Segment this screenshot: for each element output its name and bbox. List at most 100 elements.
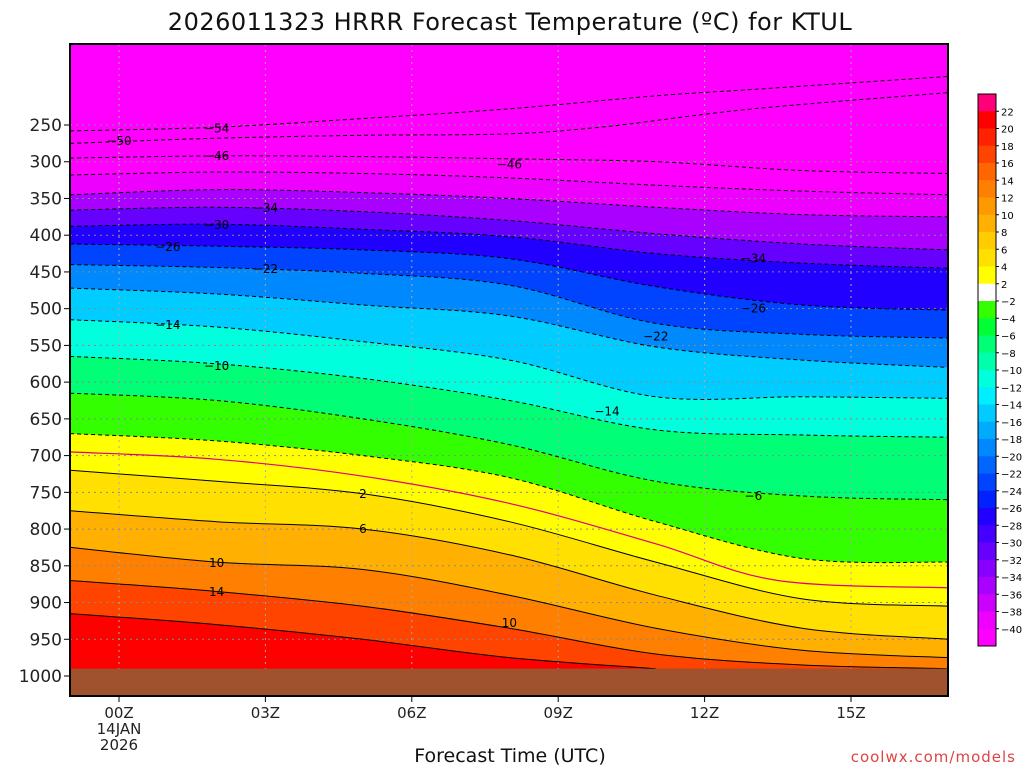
colorbar-swatch [978,145,996,164]
colorbar-label: −40 [1001,625,1022,636]
contour-label: −30 [204,218,229,232]
colorbar-label: −16 [1001,418,1022,429]
colorbar-swatch [978,283,996,302]
y-tick-label: 850 [30,557,62,577]
isotherm-lines [70,75,948,670]
colorbar-swatch [978,197,996,216]
contour-label: −22 [253,262,278,276]
colorbar-label: 10 [1001,211,1014,222]
contour-label: −54 [204,122,229,136]
isotherm-line [70,580,948,670]
colorbar-label: 4 [1001,263,1007,274]
colorbar-swatch [978,525,996,543]
x-tick-label: 12Z [690,704,719,722]
colorbar-swatch [978,335,996,354]
contour-label: −6 [745,489,763,503]
contour-label: 2 [359,487,367,501]
colorbar-swatch [978,301,996,319]
contour-label: −34 [741,252,766,266]
x-tick-label: 14JAN [97,720,142,738]
y-tick-label: 300 [30,153,62,173]
colorbar-label: 8 [1001,228,1007,239]
colorbar-label: −24 [1001,487,1022,498]
isotherm-line [70,287,948,368]
contour-label: −14 [155,318,180,332]
colorbar-swatch [978,94,996,112]
colorbar-label: 6 [1001,245,1007,256]
colorbar-swatch [978,421,996,440]
colorbar-swatch [978,542,996,561]
contour-label: −46 [497,158,522,172]
isotherm-line [70,392,948,501]
contour-label: −34 [253,201,278,215]
x-tick-label: 09Z [544,704,573,722]
isotherm-line [70,319,948,400]
colorbar-label: −26 [1001,504,1022,515]
colorbar-label: −22 [1001,470,1022,481]
colorbar-swatch [978,163,996,181]
x-tick-label: 06Z [397,704,426,722]
colorbar: 22 20 18 16 14 12 10 8 6 4 2 −2 −4 −6 −8 −10 −12 −14 −16 −1… [977,93,1022,647]
y-tick-label: 550 [30,336,62,356]
isotherm-line [70,433,948,564]
isotherm-line [70,355,948,438]
colorbar-swatch [978,128,996,147]
colorbar-swatch [978,404,996,423]
contour-labels: −54 −50 −46 −46 −34 −30 −26 −22 −34 −14 −26 −22 −10 −… [106,122,766,630]
colorbar-swatch [978,611,996,630]
isotherm-line [70,92,948,144]
colorbar-label: −30 [1001,539,1022,550]
isotherm-line [70,243,948,311]
y-tick-label: 350 [30,189,62,209]
isotherm-line [70,613,656,670]
colorbar-swatch [978,594,996,612]
colorbar-label: −20 [1001,452,1022,463]
contour-label: −46 [204,149,229,163]
colorbar-label: 16 [1001,159,1014,170]
y-tick-label: 650 [30,410,62,430]
colorbar-swatch [978,370,996,388]
contour-label: 10 [502,616,517,630]
y-tick-label: 400 [30,226,62,246]
x-tick-label: 15Z [836,704,865,722]
isotherm-line [70,469,948,607]
colorbar-swatch [978,473,996,492]
y-axis: 250 300 350 400 450 500 550 600 650 700 750 800 850 9… [19,116,70,687]
colorbar-label: −4 [1001,314,1016,325]
isotherm-line [70,451,948,589]
colorbar-swatch [978,559,996,578]
colorbar-label: −18 [1001,435,1022,446]
isotherm-line [70,546,948,659]
colorbar-label: −34 [1001,573,1022,584]
colorbar-label: 18 [1001,142,1014,153]
colorbar-swatch [978,266,996,285]
chart-title: 2026011323 HRRR Forecast Temperature (ºC… [168,8,853,36]
colorbar-label: −36 [1001,590,1022,601]
x-tick-label: 00Z [104,704,133,722]
y-tick-label: 800 [30,520,62,540]
y-tick-label: 750 [30,483,62,503]
colorbar-swatch [978,628,996,647]
colorbar-swatch [978,456,996,474]
x-axis-label: Forecast Time (UTC) [414,745,605,767]
contour-label: 14 [209,585,224,599]
contour-label: −26 [741,302,766,316]
isotherm-line [70,264,948,339]
x-tick-label: 2026 [100,736,138,754]
isotherm-line [70,75,948,132]
colorbar-label: 22 [1001,107,1014,118]
colorbar-label: −12 [1001,383,1022,394]
colorbar-swatch [978,232,996,250]
credit-text[interactable]: coolwx.com/models [851,748,1016,766]
ground-surface [70,668,948,696]
colorbar-label: −6 [1001,332,1016,343]
colorbar-swatch [978,180,996,198]
colorbar-label: 20 [1001,125,1014,136]
colorbar-label: −10 [1001,366,1022,377]
y-tick-label: 1000 [19,667,62,687]
contour-label: −50 [106,134,131,148]
isotherm-line [70,510,948,640]
y-tick-label: 600 [30,373,62,393]
colorbar-swatch [978,508,996,526]
